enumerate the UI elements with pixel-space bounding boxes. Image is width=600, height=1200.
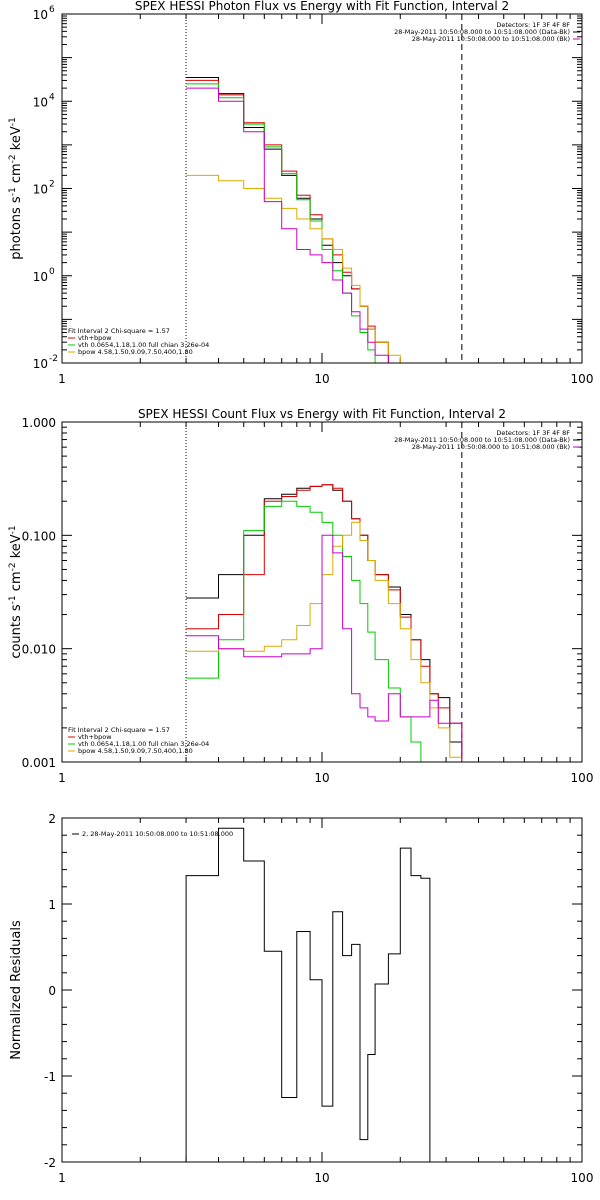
y-tick-label: 1.000	[22, 416, 56, 430]
x-tick-label: 10	[314, 372, 329, 386]
legend-entry: Fit Interval 2 Chi-square = 1.57	[68, 327, 170, 335]
y-tick-label: -2	[44, 1156, 56, 1170]
plot-frame	[61, 817, 583, 1163]
series-vth	[186, 500, 422, 762]
series-data-bk	[186, 484, 463, 762]
y-tick-label: 10	[33, 183, 48, 197]
x-tick-label: 10	[314, 771, 329, 785]
y-tick-label: 1	[48, 898, 56, 912]
y-tick-exponent: -2	[49, 354, 58, 364]
legend-entry: vth 0.0654,1.18,1.00 full chian 3.26e-04	[78, 740, 209, 748]
legend-entry: 28-May-2011 10:50:08.000 to 10:51:08.000…	[394, 28, 570, 36]
plot-frame	[61, 13, 583, 364]
series-vth-bpow	[186, 484, 463, 762]
y-tick-label: 10	[33, 270, 48, 284]
x-tick-label: 10	[314, 1171, 329, 1185]
y-axis-label-exponent: -1	[8, 595, 18, 604]
panel-2: SPEX HESSI Count Flux vs Energy with Fit…	[8, 407, 593, 785]
plot-frame	[61, 421, 583, 763]
y-axis-label-exponent: -2	[8, 562, 18, 571]
y-axis-label-part: keV	[9, 534, 24, 562]
y-tick-label: 10	[33, 95, 48, 109]
y-tick-label: 0.010	[22, 643, 56, 657]
chart-title: SPEX HESSI Photon Flux vs Energy with Fi…	[135, 0, 509, 13]
series-data-bk	[186, 77, 401, 363]
y-tick-exponent: 6	[49, 5, 55, 15]
x-tick-label: 100	[571, 372, 594, 386]
y-tick-label: 0.001	[22, 756, 56, 770]
legend-entry: 2, 28-May-2011 10:50:08.000 to 10:51:08.…	[82, 830, 233, 838]
legend-entry: 28-May-2011 10:50:08.000 to 10:51:08.000…	[412, 35, 570, 43]
legend-entry: 28-May-2011 10:50:08.000 to 10:51:08.000…	[394, 436, 570, 444]
x-tick-label: 100	[571, 1171, 594, 1185]
y-axis-label-part: keV	[9, 126, 24, 154]
legend-entry: bpow 4.58,1.50,9.09,7.50,400,1.80	[78, 747, 193, 755]
y-axis-label-exponent: -1	[8, 117, 18, 126]
series-bk	[186, 87, 389, 363]
y-tick-exponent: 0	[49, 267, 55, 277]
y-tick-label: 0.100	[22, 529, 56, 543]
legend-entry: 28-May-2011 10:50:08.000 to 10:51:08.000…	[412, 443, 570, 451]
y-tick-label: 2	[48, 812, 56, 826]
legend-entry: vth+bpow	[78, 733, 112, 741]
legend-entry: Detectors: 1F 3F 4F 8F	[496, 429, 570, 437]
x-tick-label: 1	[58, 1171, 66, 1185]
y-axis-label-exponent: -1	[8, 187, 18, 196]
y-axis-label-part: cm	[9, 571, 24, 595]
series-vth	[186, 83, 376, 363]
panel-3: 1 10 100 -2 -1 0 1 2 Normalized Residuals 2, 28-M…	[9, 812, 593, 1185]
legend-entry: bpow 4.58,1.50,9.09,7.50,400,1.80	[78, 348, 193, 356]
panel-1: SPEX HESSI Photon Flux vs Energy with Fi…	[8, 0, 593, 386]
y-tick-label: -1	[44, 1070, 56, 1084]
series-vth-bpow	[186, 79, 401, 363]
y-tick-exponent: 2	[49, 180, 55, 190]
legend-entry: Fit Interval 2 Chi-square = 1.57	[68, 726, 170, 734]
y-axis-label-exponent: -1	[8, 525, 18, 534]
y-axis-label: photons s-1 cm-2 keV-1	[8, 117, 24, 259]
series-bk	[186, 534, 463, 762]
y-axis-label-part: photons s	[9, 196, 24, 260]
y-tick-exponent: 4	[49, 92, 55, 102]
legend-entry: Detectors: 1F 3F 4F 8F	[496, 21, 570, 29]
x-tick-label: 1	[58, 771, 66, 785]
y-axis-label: counts s-1 cm-2 keV-1	[8, 525, 24, 658]
chart-title: SPEX HESSI Count Flux vs Energy with Fit…	[138, 407, 506, 421]
series-bpow	[186, 521, 463, 762]
y-tick-label: 10	[33, 357, 48, 371]
y-tick-label: 0	[48, 984, 56, 998]
legend-entry: vth+bpow	[78, 334, 112, 342]
x-tick-label: 100	[571, 771, 594, 785]
x-tick-label: 1	[58, 372, 66, 386]
y-tick-label: 10	[33, 8, 48, 22]
series-bpow	[186, 174, 401, 363]
y-axis-label: Normalized Residuals	[9, 920, 24, 1060]
y-axis-label-part: cm	[9, 163, 24, 187]
y-axis-label-part: counts s	[9, 604, 24, 659]
legend-entry: vth 0.0654,1.18,1.00 full chian 3.26e-04	[78, 341, 209, 349]
y-axis-label-exponent: -2	[8, 154, 18, 163]
series-residuals	[185, 827, 431, 1162]
